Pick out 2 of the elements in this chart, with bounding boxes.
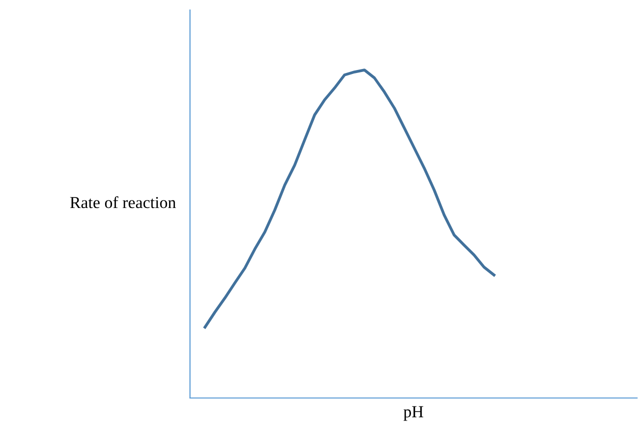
y-axis-title: Rate of reaction (70, 196, 176, 208)
x-axis-title: pH (404, 406, 424, 421)
